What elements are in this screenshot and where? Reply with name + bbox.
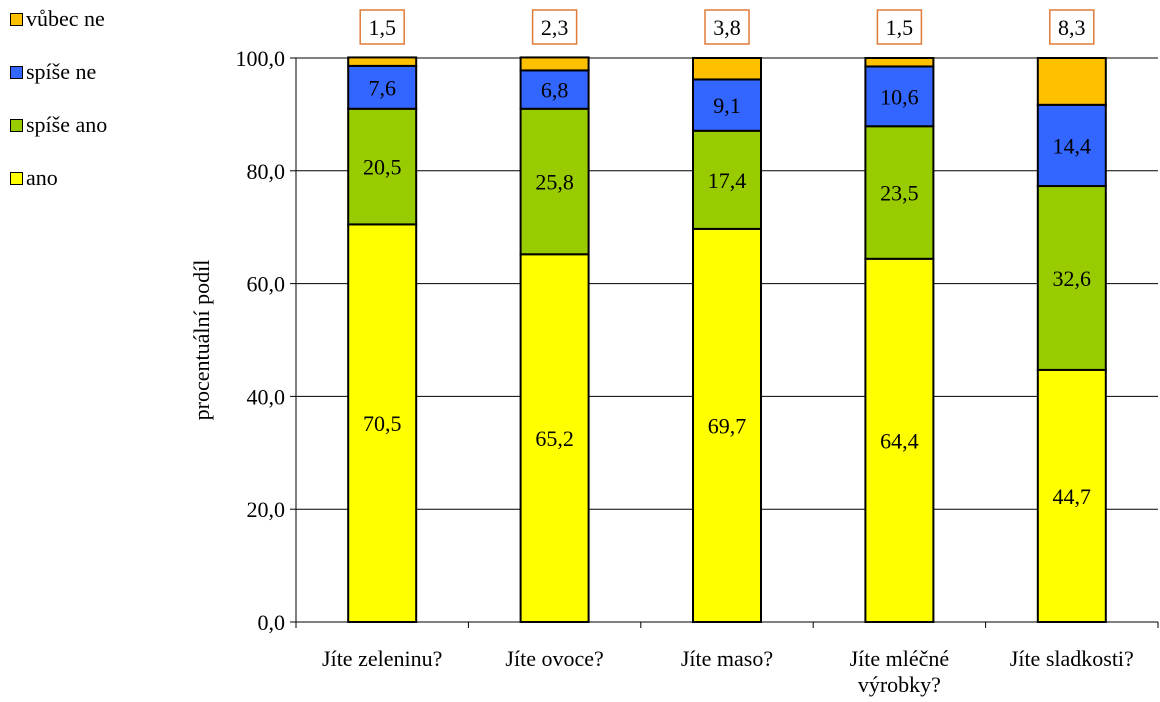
y-tick-label: 20,0 [247,497,286,522]
y-tick-label: 40,0 [247,384,286,409]
x-category-label: Jíte sladkosti? [1010,646,1134,671]
bar-value-label: 25,8 [535,170,574,195]
bar-value-label: 32,6 [1053,266,1092,291]
legend-label-spise-ne: spíše ne [26,59,97,84]
legend-swatch-ano [10,171,23,185]
bar-value-label: 10,6 [880,84,919,109]
x-category-label: výrobky? [858,672,941,697]
legend-item-spise-ano: spíše ano [10,112,108,137]
bar-segment [864,257,935,623]
y-tick-label: 0,0 [258,610,286,635]
legend-label-spise-ano: spíše ano [26,112,108,137]
bar-value-label: 23,5 [880,181,919,206]
top-label-box [359,9,405,45]
bar-value-label: 6,8 [541,78,569,103]
bar-segment [347,56,418,67]
legend-item-ano: ano [10,165,107,190]
x-category-label: Jíte zeleninu? [322,646,442,671]
legend-label-ano: ano [26,165,58,190]
x-category-label: Jíte mléčné [850,646,950,671]
bar-value-label: 3,8 [713,15,741,40]
y-tick-label: 100,0 [236,46,286,71]
bar-segment [1036,185,1107,371]
bar-value-label: 20,5 [363,155,402,180]
bar-segment [1036,57,1107,106]
bar-value-label: 65,2 [535,426,574,451]
bar-value-label: 69,7 [708,413,747,438]
top-label-box [1049,9,1095,45]
legend-item-vubec-ne: vůbec ne [10,6,107,31]
bar-segment [347,107,418,226]
bar-value-label: 44,7 [1053,484,1092,509]
legend-swatch-spise-ne [10,65,23,79]
y-tick-label: 80,0 [247,159,286,184]
bar-value-label: 64,4 [880,428,919,453]
legend-swatch-spise-ano [10,118,23,132]
bar-segment [864,57,935,68]
bar-segment [519,69,590,110]
bar-value-label: 70,5 [363,411,402,436]
bar-value-label: 2,3 [541,15,569,40]
legend-item-spise-ne: spíše ne [10,59,107,84]
bar-segment [692,57,762,81]
top-label-box [531,9,578,45]
bar-segment [1036,368,1107,623]
bar-segment [692,78,762,132]
legend-label-vubec-ne: vůbec ne [26,6,105,31]
bar-value-label: 9,1 [713,93,741,118]
chart-legend: vůbec ne spíše ne spíše ano ano [10,6,108,220]
bar-segment [519,107,590,256]
x-category-label: Jíte ovoce? [505,646,603,671]
bar-value-label: 7,6 [368,75,396,100]
top-label-box [704,9,750,45]
bar-segment [692,129,762,230]
legend-swatch-vubec-ne [10,12,23,26]
bar-value-label: 8,3 [1058,15,1086,40]
top-label-box [876,9,923,45]
bar-value-label: 1,5 [886,15,914,40]
bar-value-label: 17,4 [708,168,747,193]
bar-segment [519,56,590,72]
x-category-label: Jíte maso? [681,646,773,671]
y-tick-label: 60,0 [247,272,286,297]
bar-segment [1036,103,1107,188]
y-axis-title: procentuální podíl [189,260,214,421]
bar-segment [692,227,762,623]
bar-value-label: 14,4 [1053,133,1092,158]
bar-value-label: 1,5 [368,15,396,40]
bar-segment [864,65,935,128]
